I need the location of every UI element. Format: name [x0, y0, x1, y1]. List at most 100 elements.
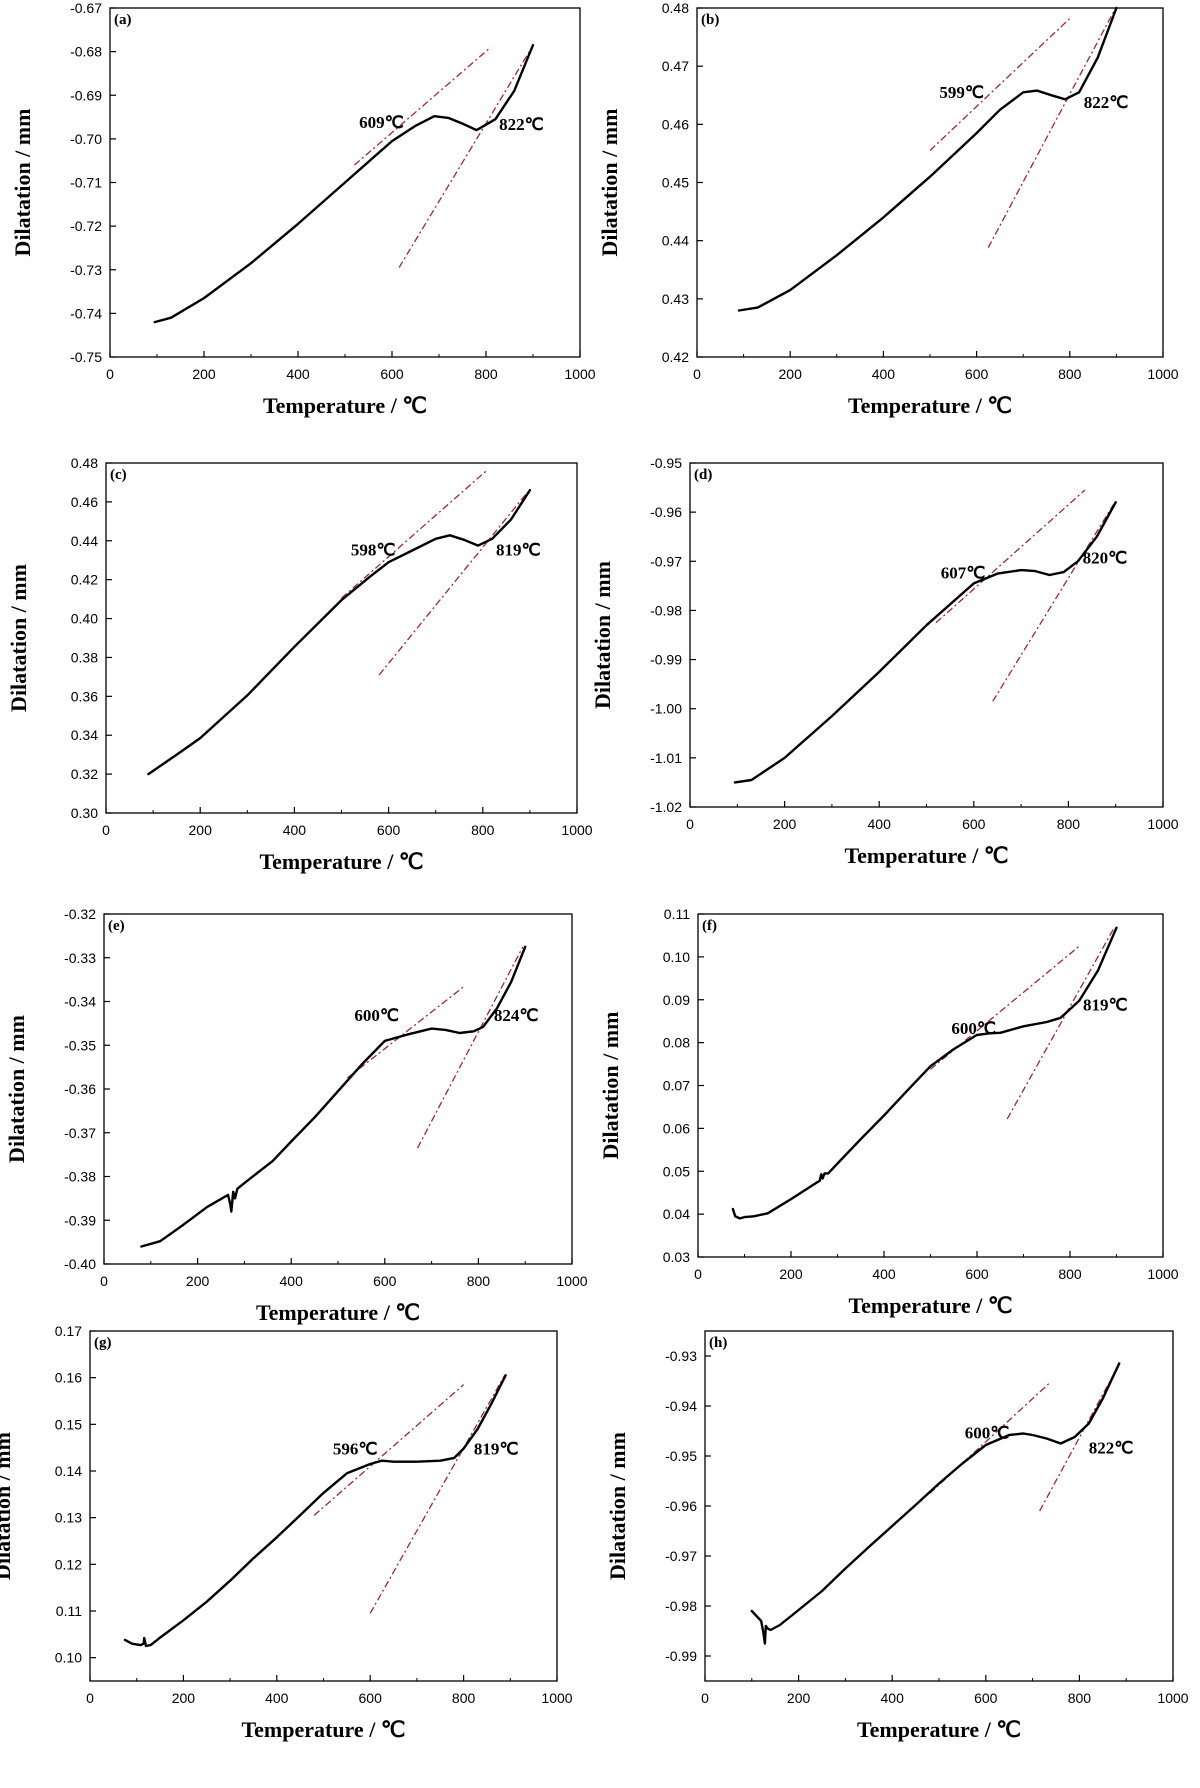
transition-temperature-label: 822℃ [499, 115, 544, 134]
transition-temperature-label: 819℃ [1083, 995, 1128, 1014]
x-tick-label: 200 [186, 1273, 210, 1289]
y-tick-label: 0.06 [663, 1120, 690, 1136]
y-tick-label: 0.03 [663, 1249, 690, 1265]
x-tick-label: 800 [452, 1690, 476, 1706]
x-tick-label: 400 [283, 822, 307, 838]
chart-panel-a: 0 200 400 600 800 1000 -0.75 -0.74 -0.73 -0.72 -0.… [10, 0, 596, 418]
transition-temperature-label: 598℃ [351, 540, 396, 559]
transition-temperature-label: 822℃ [1089, 1439, 1134, 1458]
y-tick-label: -0.96 [650, 504, 682, 520]
chart-panel-e: 0 200 400 600 800 1000 -0.40 -0.39 -0.38 -0.37 -0.… [4, 906, 588, 1325]
y-tick-label: -0.74 [70, 305, 102, 321]
y-tick-label: 0.42 [71, 572, 98, 588]
y-tick-label: -0.98 [650, 602, 682, 618]
transition-temperature-label: 609℃ [359, 113, 404, 132]
x-tick-label: 1000 [561, 822, 592, 838]
y-tick-label: -0.73 [70, 262, 102, 278]
y-tick-label: 0.10 [663, 949, 690, 965]
y-axis-title: Dilatation / mm [0, 1432, 15, 1580]
y-tick-label: 0.48 [662, 0, 689, 16]
transition-temperature-label: 822℃ [1084, 93, 1129, 112]
x-tick-label: 0 [102, 822, 110, 838]
panel-label: (a) [114, 12, 132, 28]
y-tick-label: -0.95 [650, 455, 682, 471]
x-tick-label: 0 [106, 366, 114, 382]
y-tick-label: 0.17 [55, 1323, 82, 1339]
transition-temperature-label: 599℃ [939, 83, 984, 102]
plot-frame [89, 1330, 558, 1682]
x-tick-label: 1000 [564, 366, 595, 382]
y-tick-label: -0.34 [64, 994, 96, 1010]
panel-label: (h) [709, 1335, 727, 1351]
y-tick-label: -0.97 [665, 1548, 697, 1564]
panel-label: (b) [701, 12, 719, 28]
x-tick-label: 0 [694, 1266, 702, 1282]
transition-temperature-label: 607℃ [941, 563, 986, 582]
chart-panel-c: 0 200 400 600 800 1000 0.30 0.32 0.34 0.36 0.38 0.4… [6, 455, 593, 874]
x-tick-label: 600 [965, 366, 989, 382]
y-tick-label: -0.71 [70, 175, 102, 191]
x-tick-label: 800 [474, 366, 498, 382]
y-tick-label: 0.11 [664, 906, 690, 922]
transition-temperature-label: 600℃ [354, 1006, 399, 1025]
x-axis-title: Temperature / ℃ [259, 849, 423, 874]
y-tick-label: -1.01 [650, 750, 682, 766]
y-tick-label: 0.09 [663, 992, 690, 1008]
x-tick-label: 600 [962, 816, 986, 832]
tangent-line-1 [346, 985, 465, 1079]
dilatation-curve [750, 1362, 1121, 1645]
y-tick-label: 0.34 [71, 727, 98, 743]
y-tick-label: -0.99 [650, 652, 682, 668]
dilatation-curve [733, 501, 1117, 784]
y-tick-label: -0.96 [665, 1498, 697, 1514]
dilatation-curve [737, 6, 1118, 312]
transition-temperature-label: 600℃ [965, 1424, 1010, 1443]
y-tick-label: -0.38 [64, 1169, 96, 1185]
tangent-line-1 [935, 489, 1086, 624]
x-tick-label: 800 [1068, 1690, 1092, 1706]
x-axis-title: Temperature / ℃ [844, 843, 1008, 868]
y-tick-label: -0.94 [665, 1398, 697, 1414]
x-tick-label: 600 [359, 1690, 383, 1706]
y-tick-label: 0.48 [71, 455, 98, 471]
y-tick-label: 0.38 [71, 649, 98, 665]
y-tick-label: 0.43 [662, 291, 689, 307]
y-tick-label: 0.14 [55, 1463, 82, 1479]
y-tick-label: -0.72 [70, 218, 102, 234]
tangent-line-2 [1039, 1368, 1118, 1512]
dilatation-curve [731, 926, 1118, 1220]
x-tick-label: 800 [1058, 1266, 1082, 1282]
chart-panel-d: 0 200 400 600 800 1000 -1.02 -1.01 -1.00 -0.99 -0.… [590, 455, 1179, 868]
panel-label: (e) [108, 918, 125, 934]
x-axis-title: Temperature / ℃ [263, 393, 427, 418]
y-tick-label: -0.68 [70, 44, 102, 60]
y-tick-label: 0.08 [663, 1035, 690, 1051]
y-tick-label: -0.35 [64, 1037, 96, 1053]
panel-label: (c) [110, 467, 127, 483]
x-tick-label: 600 [380, 366, 404, 382]
x-tick-label: 800 [471, 822, 495, 838]
x-tick-label: 200 [779, 366, 803, 382]
x-tick-label: 0 [686, 816, 694, 832]
plot-frame [103, 913, 573, 1265]
y-tick-label: -0.36 [64, 1081, 96, 1097]
x-tick-label: 400 [265, 1690, 289, 1706]
y-axis-title: Dilatation / mm [590, 561, 615, 709]
x-tick-label: 0 [693, 366, 701, 382]
x-tick-label: 1000 [1157, 1690, 1188, 1706]
y-axis-title: Dilatation / mm [598, 1012, 623, 1160]
x-axis-title: Temperature / ℃ [256, 1300, 420, 1325]
y-tick-label: -1.00 [650, 701, 682, 717]
y-tick-label: 0.36 [71, 688, 98, 704]
y-tick-label: -0.98 [665, 1598, 697, 1614]
transition-temperature-label: 820℃ [1083, 549, 1128, 568]
x-tick-label: 0 [100, 1273, 108, 1289]
x-tick-label: 600 [377, 822, 401, 838]
tangent-line-1 [341, 469, 488, 599]
chart-panel-h: 0 200 400 600 800 1000 -0.99 -0.98 -0.97 -0.96 -0.… [605, 1330, 1189, 1742]
plot-frame [689, 462, 1164, 808]
y-tick-label: -0.67 [70, 0, 102, 16]
y-tick-label: 0.10 [55, 1650, 82, 1666]
x-tick-label: 600 [965, 1266, 989, 1282]
